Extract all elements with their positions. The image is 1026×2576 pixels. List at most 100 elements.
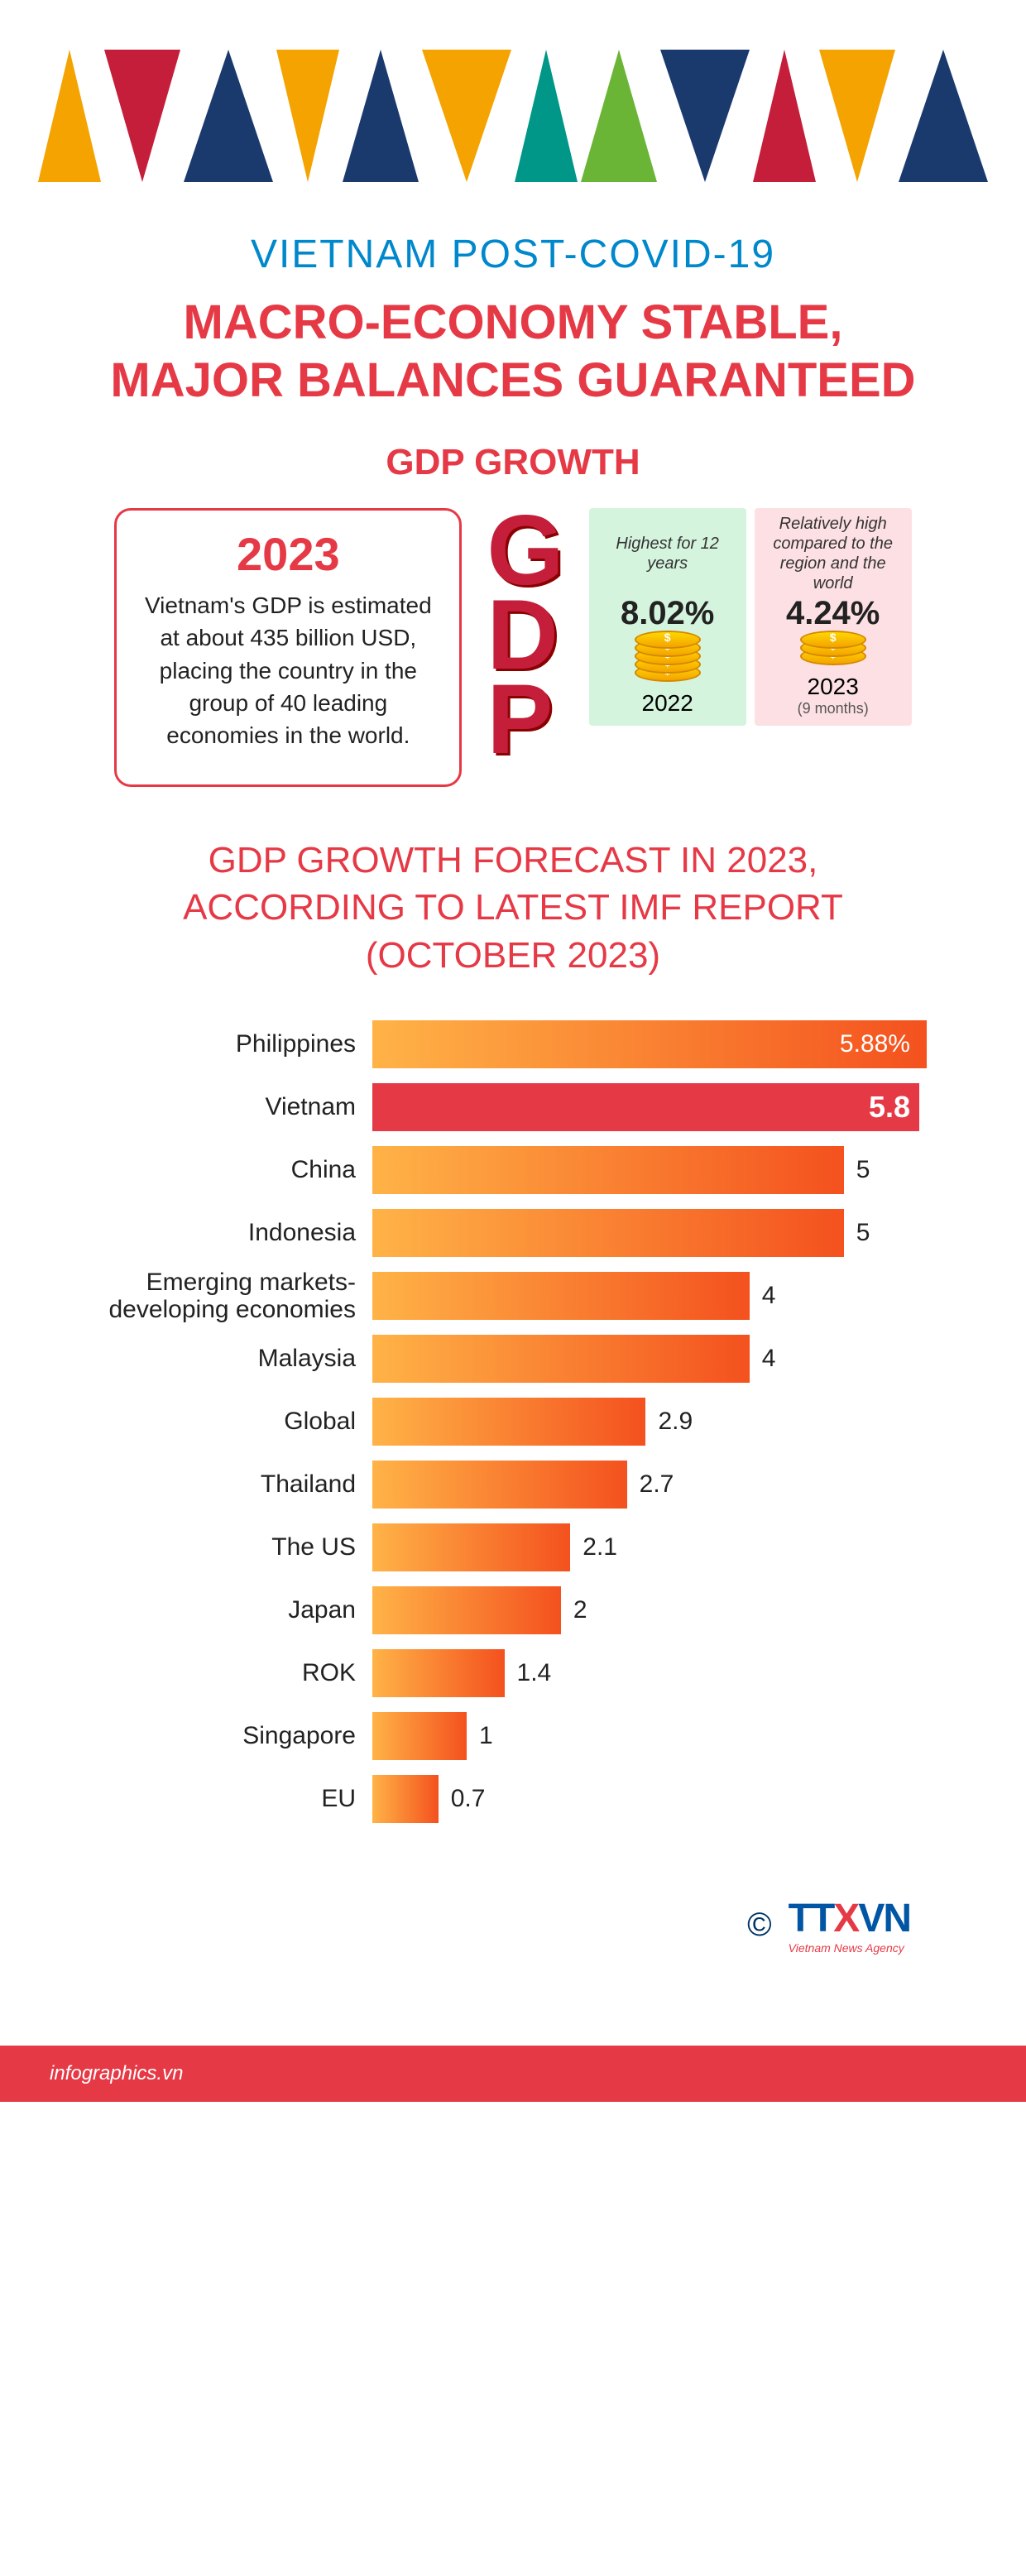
title-line-1: MACRO-ECONOMY STABLE,: [50, 294, 976, 352]
copyright-symbol: ©: [747, 1907, 771, 1944]
forecast-line-3: (OCTOBER 2023): [50, 932, 976, 979]
triangle-icon: [343, 50, 419, 182]
news-agency-logo: TTXVN Vietnam News Agency: [789, 1896, 910, 1955]
bar-fill: [372, 1146, 844, 1194]
forecast-line-2: ACCORDING TO LATEST IMF REPORT: [50, 884, 976, 931]
bar-track: 2: [372, 1586, 927, 1634]
bar-track: 2.7: [372, 1461, 927, 1509]
bar-value: 0.7: [451, 1785, 486, 1813]
stat-card: Highest for 12 years 8.02% 2022: [589, 508, 746, 726]
bar-label: Japan: [99, 1596, 372, 1624]
bar-row: The US 2.1: [99, 1523, 927, 1571]
stat-year: 2022: [597, 690, 738, 717]
bar-track: 5: [372, 1146, 927, 1194]
bar-label: Philippines: [99, 1030, 372, 1058]
bar-value: 2: [573, 1596, 587, 1624]
bar-label: Thailand: [99, 1470, 372, 1498]
gdp-stats: Highest for 12 years 8.02% 2022 Relative…: [589, 508, 912, 726]
bar-label: China: [99, 1156, 372, 1183]
bar-row: Philippines 5.88%: [99, 1020, 927, 1068]
bar-track: 0.7: [372, 1775, 927, 1823]
bar-label: Malaysia: [99, 1345, 372, 1372]
gdp-info-box: 2023 Vietnam's GDP is estimated at about…: [114, 508, 462, 787]
stat-note: Relatively high compared to the region a…: [763, 520, 904, 587]
coins-icon: [597, 640, 738, 682]
bar-value: 1: [479, 1722, 493, 1750]
bar-track: 1: [372, 1712, 927, 1760]
coin-icon: [800, 631, 866, 649]
triangle-icon: [753, 50, 816, 182]
gdp-forecast-chart: Philippines 5.88% Vietnam 5.8 China 5 In…: [50, 1020, 976, 1871]
bar-fill: [372, 1272, 750, 1320]
bar-row: Emerging markets-developing economies 4: [99, 1272, 927, 1320]
stat-percentage: 4.24%: [763, 595, 904, 632]
bar-label: Indonesia: [99, 1219, 372, 1246]
triangle-icon: [819, 50, 895, 182]
bar-value: 2.1: [583, 1533, 617, 1561]
triangle-icon: [422, 50, 511, 182]
bar-value: 2.9: [658, 1408, 693, 1436]
bar-fill: [372, 1083, 919, 1131]
forecast-title: GDP GROWTH FORECAST IN 2023, ACCORDING T…: [50, 837, 976, 979]
gdp-section-title: GDP GROWTH: [50, 442, 976, 483]
coins-icon: [763, 640, 904, 665]
stat-note: Highest for 12 years: [597, 520, 738, 587]
gdp-logo-icon: G D P: [487, 508, 563, 761]
gdp-description: Vietnam's GDP is estimated at about 435 …: [137, 589, 439, 751]
triangle-icon: [184, 50, 273, 182]
triangle-icon: [581, 50, 657, 182]
bar-fill: [372, 1649, 505, 1697]
bar-value: 4: [762, 1282, 776, 1310]
stat-card: Relatively high compared to the region a…: [755, 508, 912, 726]
triangle-icon: [104, 50, 180, 182]
stat-sub: (9 months): [763, 700, 904, 717]
bar-track: 2.9: [372, 1398, 927, 1446]
bar-track: 1.4: [372, 1649, 927, 1697]
bar-label: Global: [99, 1408, 372, 1435]
bar-track: 4: [372, 1335, 927, 1383]
subtitle: VIETNAM POST-COVID-19: [50, 232, 976, 277]
bar-value: 5.8: [869, 1090, 910, 1125]
bar-fill: [372, 1586, 561, 1634]
bar-value: 5: [856, 1156, 870, 1184]
footer: infographics.vn: [0, 2046, 1026, 2102]
year-badge: 2023: [137, 527, 439, 581]
bar-label: Singapore: [99, 1722, 372, 1749]
bar-row: Singapore 1: [99, 1712, 927, 1760]
bar-row: Malaysia 4: [99, 1335, 927, 1383]
attribution: © TTXVN Vietnam News Agency: [50, 1871, 976, 1979]
bar-value: 5.88%: [840, 1030, 910, 1058]
stat-year: 2023: [763, 674, 904, 700]
bar-fill: [372, 1461, 627, 1509]
bar-label: The US: [99, 1533, 372, 1561]
logo-subtitle: Vietnam News Agency: [789, 1941, 904, 1955]
bar-row: EU 0.7: [99, 1775, 927, 1823]
triangle-icon: [276, 50, 339, 182]
stat-percentage: 8.02%: [597, 595, 738, 632]
triangle-icon: [899, 50, 988, 182]
bar-label: Emerging markets-developing economies: [99, 1269, 372, 1323]
bar-track: 5.88%: [372, 1020, 927, 1068]
bar-row: Indonesia 5: [99, 1209, 927, 1257]
bar-fill: [372, 1712, 467, 1760]
bar-track: 4: [372, 1272, 927, 1320]
gdp-row: 2023 Vietnam's GDP is estimated at about…: [50, 508, 976, 787]
bar-row: Vietnam 5.8: [99, 1083, 927, 1131]
bar-label: Vietnam: [99, 1093, 372, 1120]
bar-label: ROK: [99, 1659, 372, 1686]
bar-value: 1.4: [517, 1659, 552, 1687]
bar-fill: [372, 1523, 570, 1571]
bar-track: 2.1: [372, 1523, 927, 1571]
triangle-icon: [515, 50, 578, 182]
header-triangles: [50, 0, 976, 207]
bar-fill: [372, 1335, 750, 1383]
bar-value: 2.7: [640, 1470, 674, 1499]
bar-label: EU: [99, 1785, 372, 1812]
triangle-icon: [38, 50, 101, 182]
bar-row: China 5: [99, 1146, 927, 1194]
bar-row: Thailand 2.7: [99, 1461, 927, 1509]
bar-fill: [372, 1398, 645, 1446]
main-title: MACRO-ECONOMY STABLE, MAJOR BALANCES GUA…: [50, 294, 976, 409]
title-line-2: MAJOR BALANCES GUARANTEED: [50, 352, 976, 410]
bar-value: 4: [762, 1345, 776, 1373]
